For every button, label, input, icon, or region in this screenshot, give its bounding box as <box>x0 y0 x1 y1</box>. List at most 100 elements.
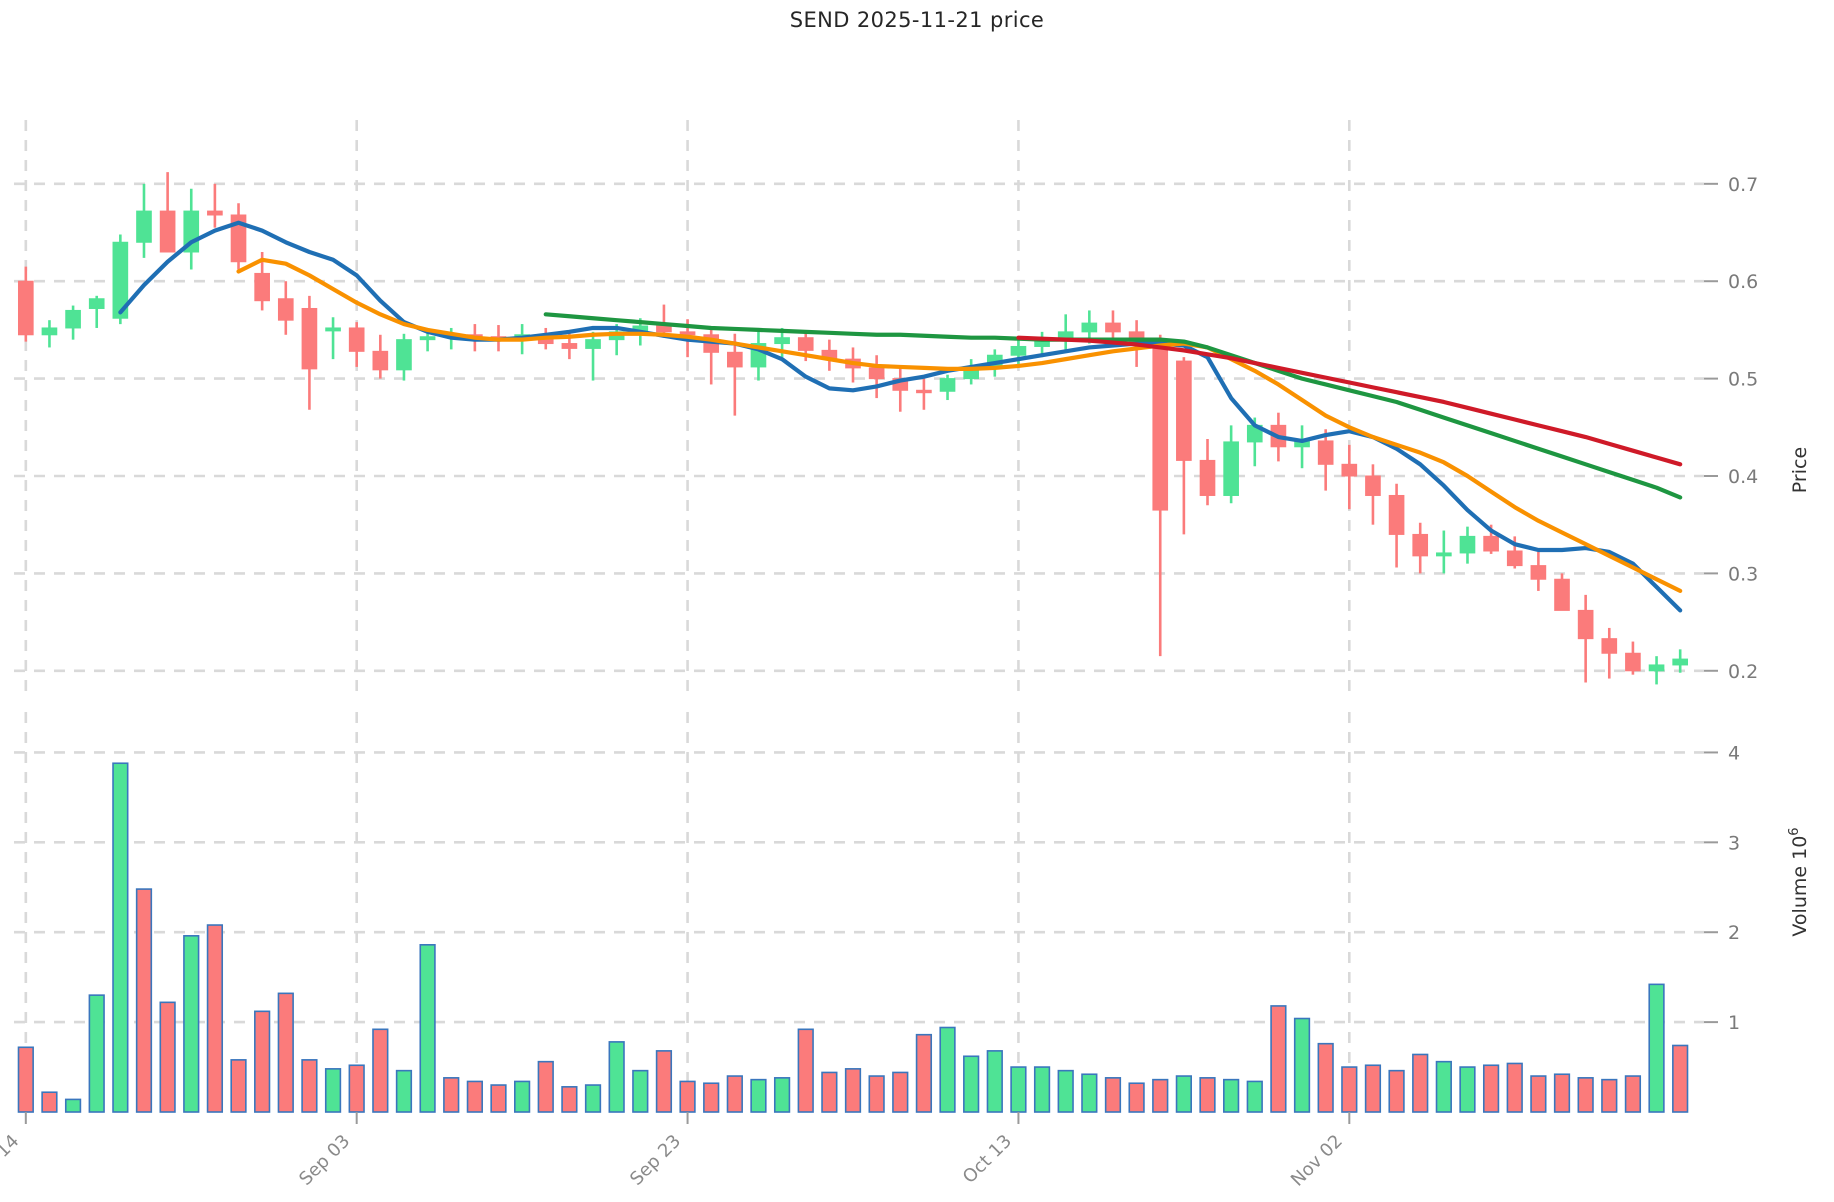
volume-bar <box>1010 1066 1027 1113</box>
candle-body <box>1388 494 1405 535</box>
ma-line-long <box>543 312 1683 500</box>
volume-bar <box>679 1080 696 1113</box>
volume-bar <box>112 762 129 1113</box>
volume-bar <box>88 994 105 1113</box>
candle-body <box>1081 322 1098 333</box>
volume-bar <box>561 1086 578 1113</box>
candle-body <box>1010 345 1027 356</box>
date-tick-label: Oct 13 <box>959 1131 1016 1188</box>
candle-body <box>372 350 389 371</box>
volume-axis-ticks: 4 3 2 1 <box>1704 742 1740 1034</box>
volume-bar <box>1081 1073 1098 1113</box>
date-tick-label: Nov 02 <box>1287 1131 1347 1191</box>
candle-body <box>88 298 105 309</box>
volume-bar <box>1601 1078 1618 1113</box>
candle-body <box>1577 609 1594 640</box>
volume-bar <box>750 1078 767 1113</box>
volume-bar <box>159 1001 176 1113</box>
candle-body <box>419 336 436 341</box>
volume-bar <box>584 1084 602 1113</box>
candle-body <box>939 378 956 392</box>
volume-bar <box>395 1069 413 1113</box>
volume-bar <box>537 1060 554 1113</box>
volume-bar <box>773 1077 791 1113</box>
volume-bar <box>514 1080 531 1113</box>
volume-bar <box>1057 1069 1074 1113</box>
volume-bar <box>1246 1080 1263 1113</box>
price-tick-label: 0.4 <box>1728 466 1758 488</box>
volume-axis-exponent: 6 <box>1787 827 1802 835</box>
volume-bar <box>490 1084 507 1113</box>
volume-bar <box>230 1059 247 1113</box>
candle-body <box>585 339 601 349</box>
price-tick-label: 0.7 <box>1728 174 1758 196</box>
volume-bar <box>632 1069 649 1113</box>
volume-bar <box>1199 1077 1216 1113</box>
candle-body <box>325 327 341 332</box>
volume-bar <box>892 1071 909 1113</box>
volume-axis-title: Volume 106 <box>1787 827 1811 936</box>
volume-bar <box>1317 1042 1334 1113</box>
candle-body <box>868 367 885 380</box>
volume-bar <box>844 1068 862 1113</box>
candle-body <box>207 210 223 216</box>
candle-body <box>348 327 365 352</box>
volume-bar <box>1152 1078 1169 1113</box>
volume-bar <box>1270 1005 1287 1113</box>
volume-bar <box>1388 1069 1405 1113</box>
volume-bar <box>183 935 200 1113</box>
candle-body <box>1317 440 1334 465</box>
gridlines <box>14 182 1704 1024</box>
candle-body <box>1223 441 1239 496</box>
volume-bar <box>1459 1066 1476 1113</box>
candle-body <box>65 309 81 329</box>
candle-body <box>1436 552 1452 557</box>
candle-body <box>916 389 932 394</box>
candle-body <box>1105 322 1121 333</box>
volume-bar <box>324 1068 342 1113</box>
price-tick-label: 0.6 <box>1728 271 1758 293</box>
candle-body <box>1483 535 1499 552</box>
volume-bar <box>348 1064 365 1113</box>
candle-body <box>1341 463 1358 477</box>
candle-body <box>1459 535 1476 554</box>
volume-bar <box>1435 1060 1452 1113</box>
volume-bar <box>1341 1066 1358 1113</box>
volume-bar <box>41 1091 58 1113</box>
axis-titles: Price Volume 106 <box>1787 447 1811 937</box>
candle-body <box>1672 658 1689 666</box>
price-axis-ticks: 0.7 0.6 0.5 0.4 0.3 0.2 <box>1704 174 1758 683</box>
volume-bar <box>1648 983 1665 1113</box>
candle-body <box>1625 652 1641 672</box>
volume-bar <box>986 1050 1003 1113</box>
price-tick-label: 0.5 <box>1728 369 1758 391</box>
volume-bar <box>1530 1075 1547 1113</box>
candle-body <box>1176 360 1192 461</box>
volume-bar <box>1293 1017 1311 1113</box>
ma-line-extra-long <box>1016 335 1683 467</box>
candle-body <box>1152 343 1169 511</box>
volume-bar <box>703 1082 720 1113</box>
candle-body <box>1365 475 1381 496</box>
vertical-gridlines <box>24 120 1351 1112</box>
ma-line-short <box>118 220 1683 613</box>
price-tick-label: 0.2 <box>1728 661 1758 683</box>
volume-tick-label: 2 <box>1728 922 1740 944</box>
candle-body <box>727 351 743 368</box>
candle-body <box>1506 550 1523 567</box>
price-axis-title: Price <box>1789 447 1811 493</box>
volume-bar <box>135 888 153 1113</box>
chart-title: SEND 2025-11-21 price <box>789 8 1045 32</box>
volume-bar <box>1175 1075 1192 1113</box>
candle-body <box>1199 459 1216 496</box>
volume-bar <box>1577 1077 1594 1113</box>
volume-bar <box>915 1033 933 1113</box>
candle-body <box>41 327 58 336</box>
volume-bar <box>963 1055 980 1113</box>
volume-bar <box>868 1075 885 1113</box>
volume-bar <box>821 1071 838 1113</box>
volume-bar <box>1624 1075 1642 1113</box>
candle-body <box>1648 664 1665 672</box>
candle-body <box>561 343 578 349</box>
volume-bar <box>1033 1066 1051 1113</box>
